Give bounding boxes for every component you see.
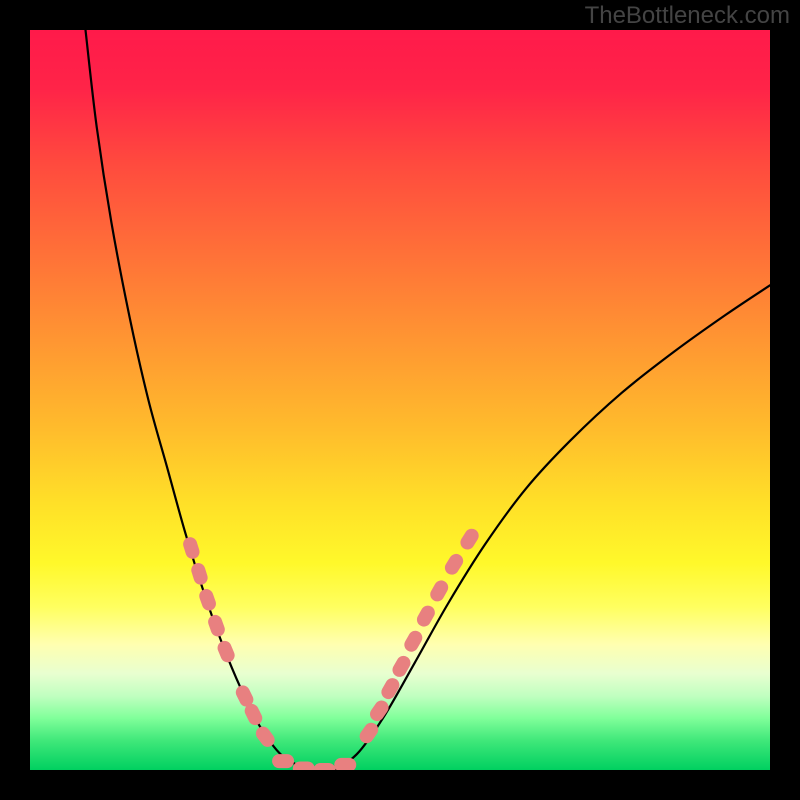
chart-svg — [0, 0, 800, 800]
chart-canvas: TheBottleneck.com — [0, 0, 800, 800]
watermark-label: TheBottleneck.com — [585, 2, 790, 30]
bead-bottom-3 — [334, 758, 356, 772]
bead-bottom-0 — [272, 754, 294, 768]
